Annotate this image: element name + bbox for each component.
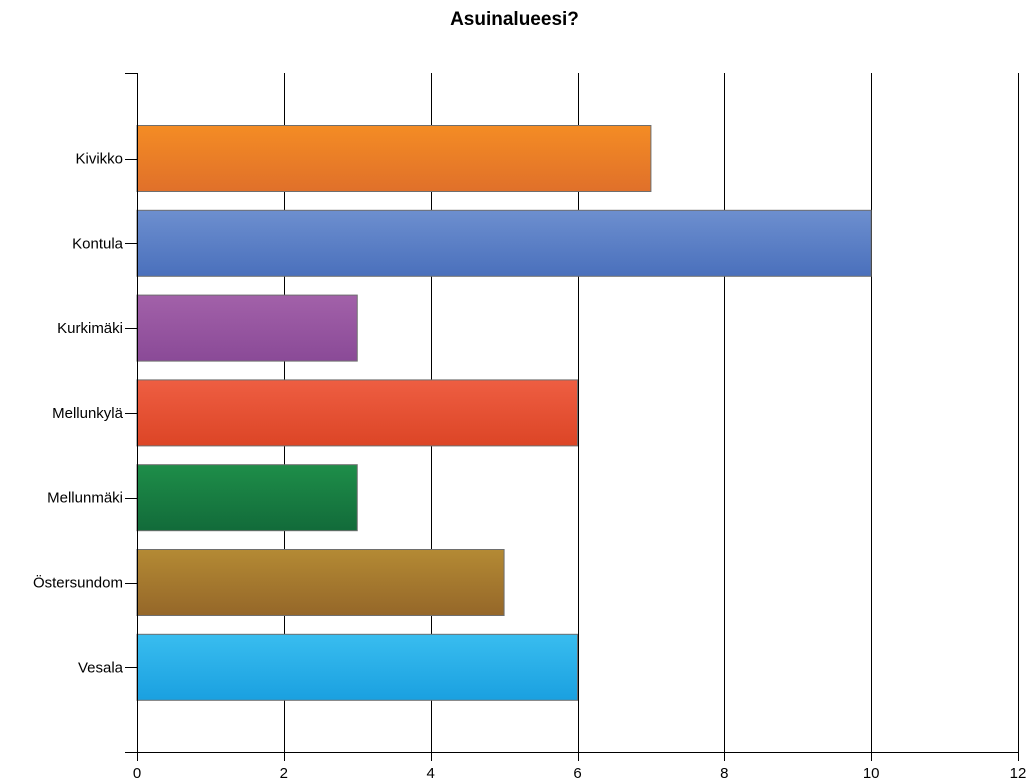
x-tick-label: 12 [1010, 765, 1027, 782]
x-tick-label: 6 [573, 765, 581, 782]
bar-kontula [136, 209, 872, 277]
y-tick-label: Östersundom [33, 574, 123, 592]
bar-vesala [136, 633, 578, 701]
axis-labels: Kivikko Kontula Kurkimäki Mellunkylä Mellunm… [33, 151, 1026, 782]
y-tick-label: Kivikko [75, 151, 123, 168]
x-tick-label: 8 [720, 765, 728, 782]
x-tick-label: 0 [133, 765, 141, 782]
y-tick-label: Mellunkylä [52, 405, 124, 422]
bar-mellunkylä [136, 379, 578, 447]
bar-östersundom [136, 549, 505, 616]
x-tick-label: 10 [863, 765, 880, 782]
bar-mellunmäki [136, 464, 358, 532]
y-tick-label: Kurkimäki [57, 320, 123, 337]
x-tick-label: 4 [426, 765, 434, 782]
chart-title: Asuinalueesi? [450, 9, 579, 30]
axes [125, 73, 1019, 761]
bar-kurkimäki [136, 294, 358, 362]
y-tick-label: Kontula [72, 235, 124, 252]
bar-kivikko [136, 125, 652, 192]
y-tick-label: Vesala [78, 659, 124, 676]
bars [136, 125, 872, 701]
y-tick-label: Mellunmäki [47, 490, 123, 507]
x-tick-label: 2 [280, 765, 288, 782]
